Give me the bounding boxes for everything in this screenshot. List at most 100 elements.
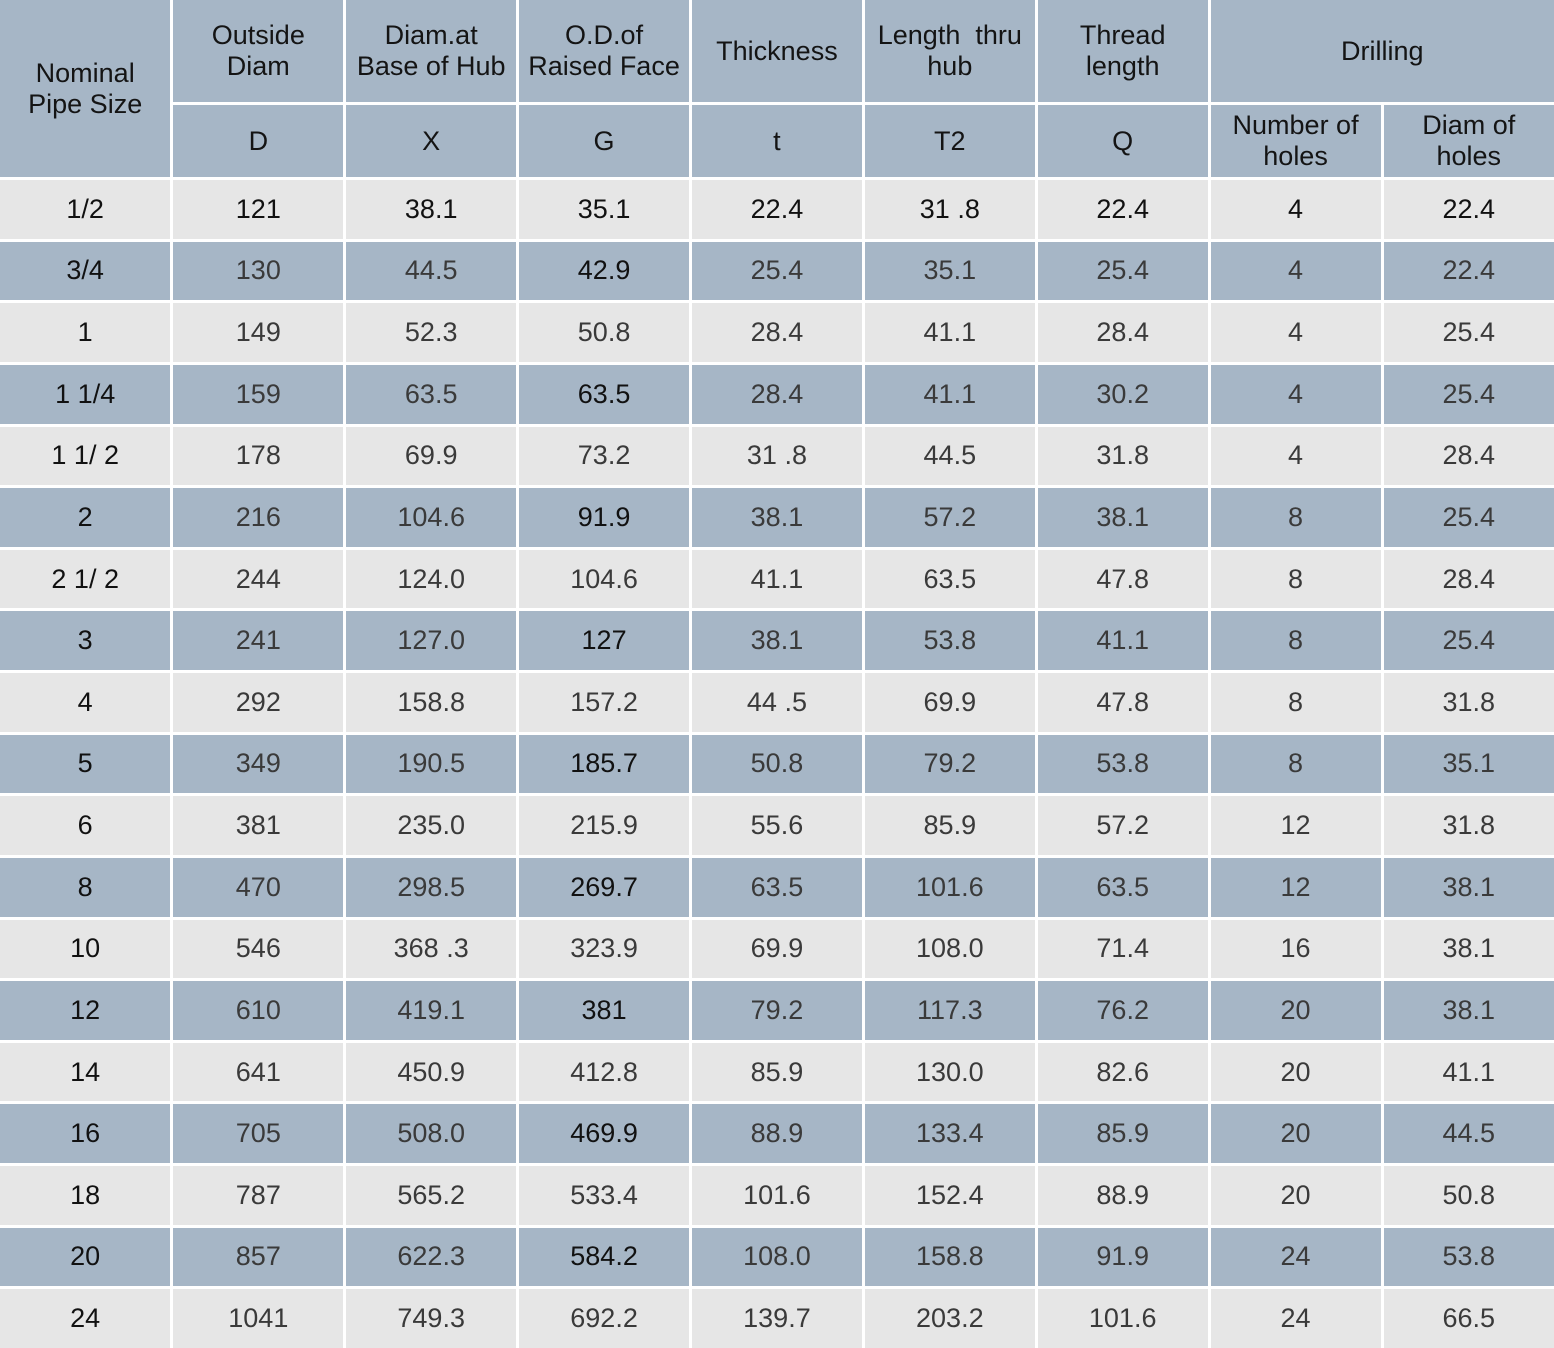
cell-diam-of-holes: 53.8 bbox=[1380, 1224, 1554, 1290]
cell-diam-of-holes: 31.8 bbox=[1380, 670, 1554, 735]
symbol-t: t bbox=[689, 102, 865, 180]
cell-thread-length: 53.8 bbox=[1034, 731, 1211, 797]
cell-thread-length: 71.4 bbox=[1034, 916, 1211, 982]
cell-length-thru-hub: 35.1 bbox=[861, 238, 1038, 304]
table-row: 14 641 450.9 412.8 85.9 130.0 82.6 20 41.1 bbox=[0, 1039, 1554, 1105]
table-row: 16 705 508.0 469.9 88.9 133.4 85.9 20 44.5 bbox=[0, 1101, 1554, 1166]
cell-thread-length: 91.9 bbox=[1034, 1224, 1211, 1290]
cell-number-of-holes: 4 bbox=[1207, 423, 1384, 489]
cell-thread-length: 22.4 bbox=[1034, 177, 1211, 242]
cell-thickness: 44 .5 bbox=[689, 670, 865, 735]
cell-number-of-holes: 12 bbox=[1207, 793, 1384, 858]
symbol-t2: T2 bbox=[861, 102, 1038, 180]
cell-nominal-pipe-size: 10 bbox=[0, 916, 174, 982]
cell-thickness: 63.5 bbox=[689, 854, 865, 920]
table-row: 6 381 235.0 215.9 55.6 85.9 57.2 12 31.8 bbox=[0, 793, 1554, 858]
cell-number-of-holes: 8 bbox=[1207, 485, 1384, 550]
cell-diam-base-of-hub: 298.5 bbox=[343, 854, 520, 920]
cell-length-thru-hub: 85.9 bbox=[861, 793, 1038, 858]
cell-nominal-pipe-size: 1 1/ 2 bbox=[0, 423, 174, 489]
cell-thread-length: 88.9 bbox=[1034, 1163, 1211, 1228]
cell-outside-diam: 857 bbox=[170, 1224, 347, 1290]
table-row: 5 349 190.5 185.7 50.8 79.2 53.8 8 35.1 bbox=[0, 731, 1554, 797]
cell-number-of-holes: 4 bbox=[1207, 177, 1384, 242]
cell-diam-base-of-hub: 104.6 bbox=[343, 485, 520, 550]
table-row: 1/2 121 38.1 35.1 22.4 31 .8 22.4 4 22.4 bbox=[0, 177, 1554, 242]
cell-thread-length: 85.9 bbox=[1034, 1101, 1211, 1166]
cell-diam-base-of-hub: 749.3 bbox=[343, 1286, 520, 1348]
cell-diam-base-of-hub: 565.2 bbox=[343, 1163, 520, 1228]
cell-thickness: 85.9 bbox=[689, 1039, 865, 1105]
cell-thread-length: 30.2 bbox=[1034, 361, 1211, 427]
cell-length-thru-hub: 41.1 bbox=[861, 300, 1038, 365]
cell-od-raised-face: 185.7 bbox=[516, 731, 692, 797]
cell-nominal-pipe-size: 24 bbox=[0, 1286, 174, 1348]
symbol-g: G bbox=[516, 102, 692, 180]
cell-od-raised-face: 63.5 bbox=[516, 361, 692, 427]
cell-outside-diam: 159 bbox=[170, 361, 347, 427]
cell-thread-length: 47.8 bbox=[1034, 546, 1211, 612]
cell-diam-of-holes: 50.8 bbox=[1380, 1163, 1554, 1228]
cell-diam-base-of-hub: 127.0 bbox=[343, 608, 520, 673]
cell-thickness: 28.4 bbox=[689, 361, 865, 427]
cell-outside-diam: 241 bbox=[170, 608, 347, 673]
cell-thickness: 41.1 bbox=[689, 546, 865, 612]
table-row: 1 1/ 2 178 69.9 73.2 31 .8 44.5 31.8 4 28.4 bbox=[0, 423, 1554, 489]
cell-thickness: 69.9 bbox=[689, 916, 865, 982]
cell-number-of-holes: 20 bbox=[1207, 1163, 1384, 1228]
cell-thickness: 50.8 bbox=[689, 731, 865, 797]
cell-length-thru-hub: 53.8 bbox=[861, 608, 1038, 673]
cell-od-raised-face: 50.8 bbox=[516, 300, 692, 365]
cell-nominal-pipe-size: 6 bbox=[0, 793, 174, 858]
cell-diam-base-of-hub: 235.0 bbox=[343, 793, 520, 858]
cell-od-raised-face: 469.9 bbox=[516, 1101, 692, 1166]
cell-diam-of-holes: 25.4 bbox=[1380, 608, 1554, 673]
cell-nominal-pipe-size: 16 bbox=[0, 1101, 174, 1166]
cell-number-of-holes: 12 bbox=[1207, 854, 1384, 920]
header-length-thru-hub: Length thru hub bbox=[861, 0, 1038, 105]
cell-thickness: 55.6 bbox=[689, 793, 865, 858]
cell-diam-of-holes: 25.4 bbox=[1380, 485, 1554, 550]
cell-diam-of-holes: 25.4 bbox=[1380, 361, 1554, 427]
cell-diam-base-of-hub: 190.5 bbox=[343, 731, 520, 797]
cell-diam-of-holes: 38.1 bbox=[1380, 854, 1554, 920]
cell-od-raised-face: 692.2 bbox=[516, 1286, 692, 1348]
cell-thread-length: 25.4 bbox=[1034, 238, 1211, 304]
table-row: 1 149 52.3 50.8 28.4 41.1 28.4 4 25.4 bbox=[0, 300, 1554, 365]
cell-length-thru-hub: 44.5 bbox=[861, 423, 1038, 489]
header-drilling: Drilling bbox=[1207, 0, 1554, 105]
cell-thickness: 88.9 bbox=[689, 1101, 865, 1166]
cell-number-of-holes: 8 bbox=[1207, 731, 1384, 797]
cell-length-thru-hub: 130.0 bbox=[861, 1039, 1038, 1105]
cell-diam-of-holes: 22.4 bbox=[1380, 238, 1554, 304]
cell-thickness: 38.1 bbox=[689, 485, 865, 550]
cell-diam-base-of-hub: 52.3 bbox=[343, 300, 520, 365]
cell-outside-diam: 121 bbox=[170, 177, 347, 242]
cell-od-raised-face: 42.9 bbox=[516, 238, 692, 304]
cell-diam-base-of-hub: 63.5 bbox=[343, 361, 520, 427]
cell-outside-diam: 149 bbox=[170, 300, 347, 365]
cell-nominal-pipe-size: 12 bbox=[0, 978, 174, 1043]
cell-diam-base-of-hub: 368 .3 bbox=[343, 916, 520, 982]
cell-length-thru-hub: 69.9 bbox=[861, 670, 1038, 735]
cell-od-raised-face: 584.2 bbox=[516, 1224, 692, 1290]
cell-thread-length: 57.2 bbox=[1034, 793, 1211, 858]
cell-nominal-pipe-size: 1 1/4 bbox=[0, 361, 174, 427]
cell-number-of-holes: 8 bbox=[1207, 608, 1384, 673]
cell-thread-length: 28.4 bbox=[1034, 300, 1211, 365]
cell-number-of-holes: 24 bbox=[1207, 1286, 1384, 1348]
cell-od-raised-face: 412.8 bbox=[516, 1039, 692, 1105]
cell-diam-of-holes: 31.8 bbox=[1380, 793, 1554, 858]
cell-od-raised-face: 323.9 bbox=[516, 916, 692, 982]
cell-length-thru-hub: 101.6 bbox=[861, 854, 1038, 920]
table-row: 3 241 127.0 127 38.1 53.8 41.1 8 25.4 bbox=[0, 608, 1554, 673]
cell-diam-of-holes: 44.5 bbox=[1380, 1101, 1554, 1166]
cell-od-raised-face: 73.2 bbox=[516, 423, 692, 489]
cell-od-raised-face: 35.1 bbox=[516, 177, 692, 242]
table-row: 2 1/ 2 244 124.0 104.6 41.1 63.5 47.8 8 28.4 bbox=[0, 546, 1554, 612]
cell-diam-base-of-hub: 38.1 bbox=[343, 177, 520, 242]
table-row: 20 857 622.3 584.2 108.0 158.8 91.9 24 53.8 bbox=[0, 1224, 1554, 1290]
cell-diam-base-of-hub: 622.3 bbox=[343, 1224, 520, 1290]
cell-outside-diam: 216 bbox=[170, 485, 347, 550]
cell-diam-of-holes: 35.1 bbox=[1380, 731, 1554, 797]
